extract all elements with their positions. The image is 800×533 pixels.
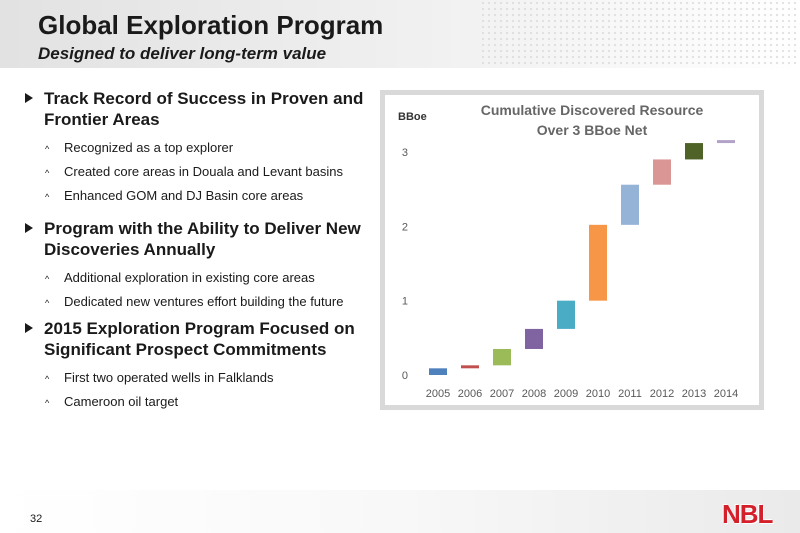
caret-bullet-icon: ^ [45,192,50,202]
sub-bullet-text: Additional exploration in existing core … [64,270,315,285]
bar-2009 [557,300,575,329]
sub-bullet-text: First two operated wells in Falklands [64,370,274,385]
bullet-group-2015-program: 2015 Exploration Program Focused on Sign… [22,318,372,410]
page-number: 32 [30,513,43,525]
y-tick-label: 3 [402,147,408,159]
x-tick-label: 2008 [522,388,546,400]
bar-2006 [461,365,479,369]
sub-bullet-text: Created core areas in Douala and Levant … [64,164,343,179]
y-axis-label: BBoe [398,111,427,123]
chart-title-line-1: Cumulative Discovered Resource [481,102,704,118]
bullet-heading-text: Track Record of Success in Proven and Fr… [44,89,364,129]
bar-2014 [717,140,735,144]
caret-bullet-icon: ^ [45,298,50,308]
bullet-heading: 2015 Exploration Program Focused on Sign… [22,318,372,360]
x-tick-label: 2012 [650,388,674,400]
y-tick-label: 1 [402,296,408,308]
bar-2005 [429,368,447,375]
sub-bullet: ^ Created core areas in Douala and Levan… [22,164,372,180]
sub-bullet: ^ Additional exploration in existing cor… [22,270,372,286]
header-dot-pattern [480,0,800,68]
triangle-bullet-icon [25,323,33,333]
x-tick-label: 2006 [458,388,482,400]
bullet-heading-text: 2015 Exploration Program Focused on Sign… [44,319,355,359]
sub-bullet: ^ Dedicated new ventures effort building… [22,294,372,310]
caret-bullet-icon: ^ [45,168,50,178]
sub-bullet-text: Recognized as a top explorer [64,140,234,155]
x-tick-label: 2009 [554,388,578,400]
triangle-bullet-icon [25,93,33,103]
y-tick-label: 0 [402,370,408,382]
sub-bullet-text: Enhanced GOM and DJ Basin core areas [64,188,304,203]
sub-bullet: ^ Cameroon oil target [22,394,372,410]
triangle-bullet-icon [25,223,33,233]
sub-bullet-text: Cameroon oil target [64,394,179,409]
caret-bullet-icon: ^ [45,374,50,384]
y-tick-label: 2 [402,221,408,233]
sub-bullet: ^ First two operated wells in Falklands [22,370,372,386]
bullet-group-track-record: Track Record of Success in Proven and Fr… [22,88,372,204]
caret-bullet-icon: ^ [45,398,50,408]
sub-bullet: ^ Enhanced GOM and DJ Basin core areas [22,188,372,204]
bar-2010 [589,224,607,301]
bullet-heading: Track Record of Success in Proven and Fr… [22,88,372,130]
bar-2008 [525,328,543,349]
x-tick-label: 2010 [586,388,610,400]
bullet-group-annual-discoveries: Program with the Ability to Deliver New … [22,218,372,310]
caret-bullet-icon: ^ [45,144,50,154]
x-tick-label: 2005 [426,388,450,400]
caret-bullet-icon: ^ [45,274,50,284]
x-tick-label: 2007 [490,388,514,400]
sub-bullet-text: Dedicated new ventures effort building t… [64,294,344,309]
x-tick-label: 2014 [714,388,738,400]
chart-title-line-2: Over 3 BBoe Net [537,122,648,138]
sub-bullet: ^ Recognized as a top explorer [22,140,372,156]
waterfall-chart: BBoe Cumulative Discovered Resource Over… [398,102,738,400]
bar-2007 [493,348,511,366]
x-tick-label: 2011 [618,388,642,400]
bar-2013 [685,143,703,160]
bullet-heading: Program with the Ability to Deliver New … [22,218,372,260]
bullet-list: Track Record of Success in Proven and Fr… [22,88,372,410]
page-title: Global Exploration Program [38,10,384,40]
footer-band [0,490,800,533]
header-band [0,0,800,68]
bar-2011 [621,184,639,225]
bullet-heading-text: Program with the Ability to Deliver New … [44,219,361,259]
bar-2012 [653,159,671,185]
x-tick-label: 2013 [682,388,706,400]
page-subtitle: Designed to deliver long-term value [38,44,327,63]
company-logo: NBL [722,499,773,529]
